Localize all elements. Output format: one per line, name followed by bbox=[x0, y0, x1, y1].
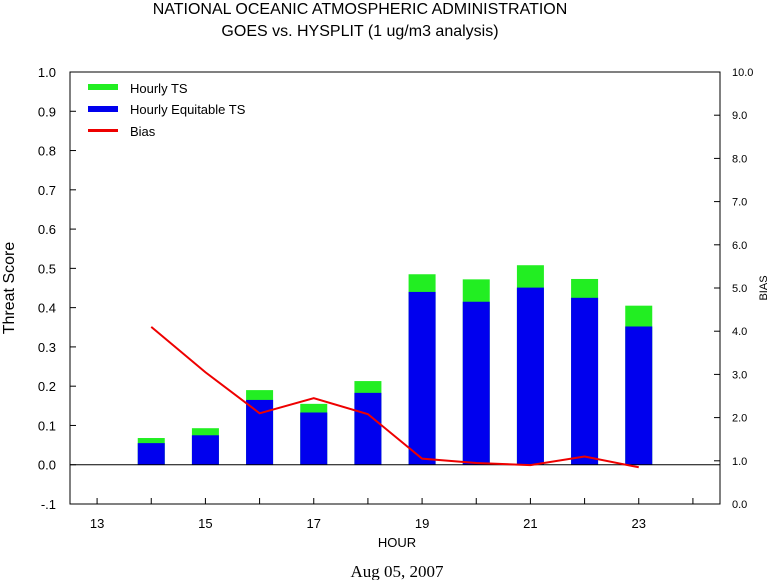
y-tick-label: 0.5 bbox=[38, 261, 56, 276]
bar-equitable-ts bbox=[408, 291, 436, 465]
bar-equitable-ts bbox=[571, 297, 599, 465]
legend-swatch-hourly-ts bbox=[88, 84, 118, 90]
y-tick-label: 0.3 bbox=[38, 340, 56, 355]
y2-axis-title: BIAS bbox=[758, 275, 767, 300]
y-tick-label: 0.7 bbox=[38, 183, 56, 198]
y2-tick-label: 10.0 bbox=[732, 67, 753, 79]
chart-title-line2: GOES vs. HYSPLIT (1 ug/m3 analysis) bbox=[221, 23, 498, 40]
y-tick-label: 0.0 bbox=[38, 458, 56, 473]
legend-label-bias: Bias bbox=[130, 124, 156, 139]
y-tick-label: 1.0 bbox=[38, 65, 56, 80]
bar-equitable-ts bbox=[191, 435, 219, 465]
date-label: Aug 05, 2007 bbox=[350, 562, 444, 580]
y2-tick-label: 3.0 bbox=[732, 369, 747, 381]
x-tick-label: 23 bbox=[632, 516, 646, 531]
x-tick-label: 21 bbox=[523, 516, 537, 531]
y2-tick-label: 9.0 bbox=[732, 110, 747, 122]
bias-line bbox=[150, 326, 639, 469]
legend-label-hourly-ts: Hourly TS bbox=[130, 81, 188, 96]
bar-equitable-ts bbox=[625, 326, 653, 465]
legend-swatch-bias bbox=[88, 129, 118, 132]
y-tick-label: 0.2 bbox=[38, 379, 56, 394]
y-tick-label: 0.9 bbox=[38, 104, 56, 119]
bar-equitable-ts bbox=[300, 412, 328, 465]
bar-equitable-ts bbox=[516, 287, 544, 465]
bar-equitable-ts bbox=[462, 301, 490, 465]
x-axis-title: HOUR bbox=[378, 535, 416, 550]
x-tick-label: 17 bbox=[307, 516, 321, 531]
y2-tick-label: 7.0 bbox=[732, 197, 747, 209]
x-tick-label: 15 bbox=[198, 516, 212, 531]
y-tick-label: 0.6 bbox=[38, 222, 56, 237]
bar-equitable-ts bbox=[354, 392, 382, 465]
plot-frame bbox=[69, 71, 721, 505]
legend-label-equitable-ts: Hourly Equitable TS bbox=[130, 102, 246, 117]
x-tick-label: 19 bbox=[415, 516, 429, 531]
bar-equitable-ts bbox=[137, 443, 165, 465]
y2-tick-label: 1.0 bbox=[732, 456, 747, 468]
y-axis-title: Threat Score bbox=[1, 242, 18, 335]
legend-swatch-equitable-ts bbox=[88, 106, 118, 112]
plot-area: 1.0 0.9 0.8 0.7 0.6 0.5 0.4 0.3 0.2 0.1 0.0 -.1 10.0… bbox=[38, 65, 754, 531]
y-tick-label: 0.4 bbox=[38, 301, 56, 316]
y2-tick-label: 5.0 bbox=[732, 283, 747, 295]
y2-tick-label: 4.0 bbox=[732, 326, 747, 338]
y2-tick-label: 2.0 bbox=[732, 413, 747, 425]
y-tick-label: 0.1 bbox=[38, 418, 56, 433]
y-tick-label: 0.8 bbox=[38, 144, 56, 159]
x-tick-label: 13 bbox=[90, 516, 104, 531]
legend: Hourly TS Hourly Equitable TS Bias bbox=[88, 81, 246, 139]
y2-tick-label: 6.0 bbox=[732, 240, 747, 252]
chart-title-line1: NATIONAL OCEANIC ATMOSPHERIC ADMINISTRAT… bbox=[153, 1, 568, 18]
y-tick-label: -.1 bbox=[41, 497, 56, 512]
y2-tick-label: 0.0 bbox=[732, 499, 747, 511]
y2-tick-label: 8.0 bbox=[732, 153, 747, 165]
